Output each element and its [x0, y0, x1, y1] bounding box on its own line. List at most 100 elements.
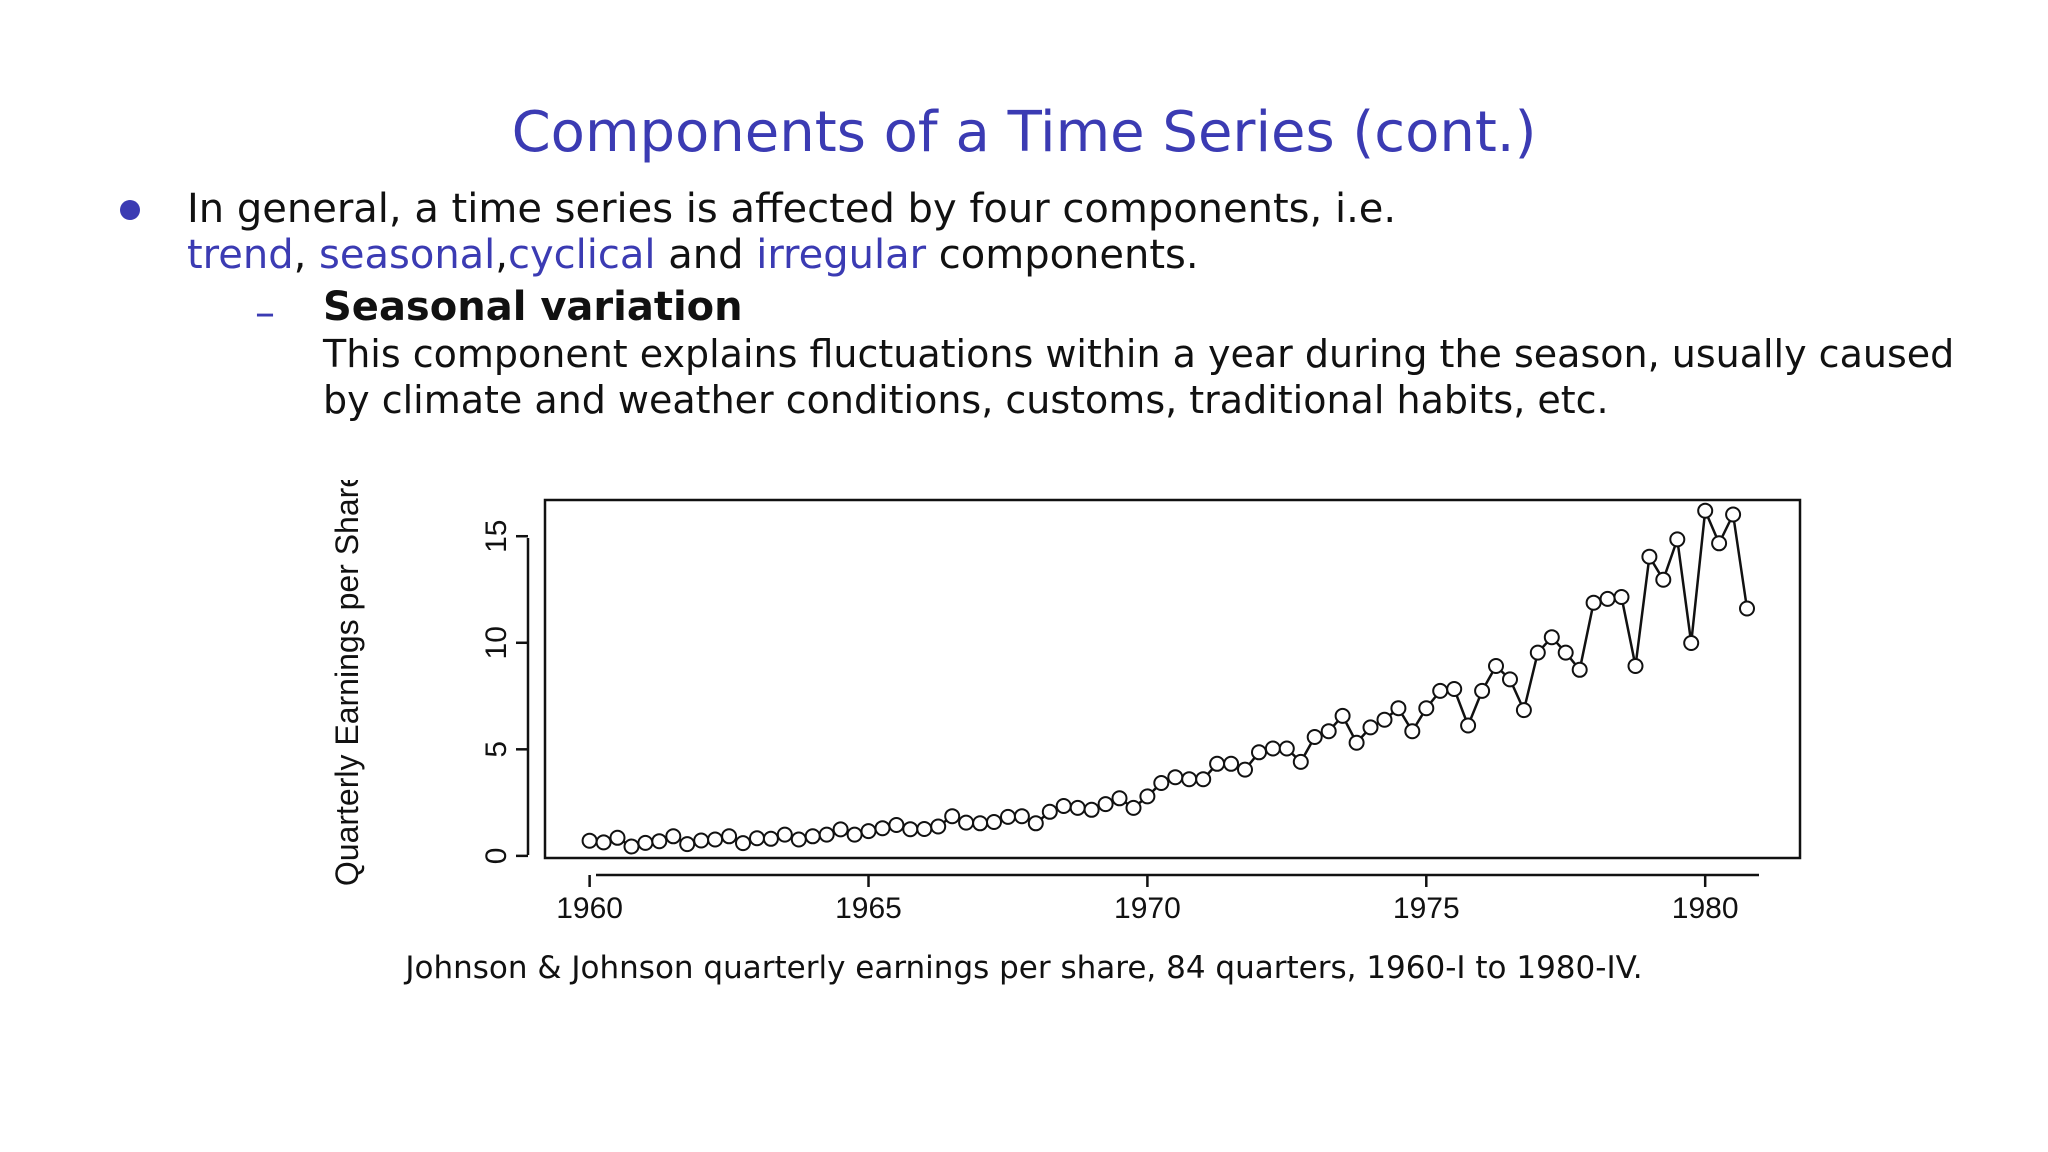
- data-point: [1502, 671, 1518, 688]
- data-point: [986, 814, 1002, 830]
- data-point: [1278, 740, 1295, 757]
- data-point: [721, 828, 738, 845]
- sub-heading: Seasonal variation: [323, 284, 743, 330]
- data-point: [651, 833, 668, 850]
- data-point: [1320, 723, 1337, 740]
- data-point: [581, 832, 598, 849]
- data-point: [944, 808, 961, 825]
- chart-caption: Johnson & Johnson quarterly earnings per…: [405, 950, 1643, 986]
- term-cyclical: cyclical: [508, 232, 656, 278]
- data-point: [818, 826, 835, 843]
- data-point: [1195, 771, 1212, 788]
- data-point: [1739, 600, 1755, 617]
- data-point: [1390, 700, 1407, 717]
- bullet-dot-icon: [120, 200, 140, 220]
- x-tick-label: 1960: [556, 892, 623, 925]
- data-point: [749, 830, 765, 847]
- data-point: [1181, 771, 1198, 788]
- data-point: [1223, 755, 1240, 772]
- data-point: [1097, 796, 1114, 813]
- sub-bullet-dash-icon: –: [255, 290, 275, 336]
- data-point: [623, 838, 640, 855]
- data-point: [693, 832, 710, 849]
- data-point: [1460, 717, 1477, 734]
- data-point: [902, 821, 919, 838]
- bullet-text: In general, a time series is affected by…: [187, 186, 1967, 278]
- data-point: [860, 823, 877, 840]
- data-point: [888, 817, 905, 833]
- data-point: [1237, 761, 1253, 778]
- data-point: [1599, 590, 1616, 607]
- data-point: [1404, 723, 1421, 740]
- data-point: [1348, 734, 1365, 751]
- data-point: [637, 834, 654, 851]
- term-irregular: irregular: [756, 232, 927, 278]
- data-point: [1571, 661, 1588, 678]
- data-point: [1446, 681, 1463, 697]
- data-point: [1125, 799, 1142, 816]
- data-point: [1055, 798, 1072, 814]
- data-point: [1627, 658, 1644, 674]
- y-tick-label: 5: [480, 741, 513, 758]
- data-point: [1488, 658, 1504, 674]
- data-point: [958, 814, 975, 831]
- data-point: [1069, 799, 1086, 816]
- data-point: [1432, 682, 1449, 699]
- data-point: [735, 835, 751, 852]
- data-point: [1111, 790, 1128, 807]
- series-line: [589, 505, 1749, 848]
- data-point: [665, 828, 682, 845]
- data-point: [776, 826, 793, 843]
- data-point: [1362, 719, 1379, 736]
- data-point: [1529, 644, 1546, 661]
- y-tick-label: 10: [480, 626, 513, 659]
- data-point: [1041, 803, 1058, 820]
- data-point: [1683, 635, 1700, 651]
- data-point: [1251, 744, 1267, 761]
- data-point: [972, 815, 989, 832]
- x-tick-label: 1975: [1393, 892, 1460, 925]
- x-tick-label: 1965: [835, 892, 902, 925]
- data-point: [832, 821, 849, 838]
- data-point: [1376, 711, 1393, 728]
- data-point: [1000, 808, 1016, 825]
- data-point: [1083, 801, 1100, 818]
- data-point: [1641, 548, 1658, 565]
- data-point: [930, 818, 947, 835]
- data-point: [1264, 740, 1281, 757]
- data-point: [1711, 535, 1728, 552]
- data-point: [1209, 755, 1226, 772]
- data-point: [1557, 644, 1574, 661]
- data-point: [1306, 729, 1323, 745]
- data-point: [1167, 769, 1184, 786]
- y-tick-label: 15: [480, 520, 513, 553]
- data-point: [1153, 775, 1170, 791]
- data-point: [595, 834, 612, 851]
- data-point: [762, 830, 779, 847]
- bullet-intro: In general, a time series is affected by…: [187, 186, 1397, 232]
- y-axis-label: Quarterly Earnings per Share: [329, 480, 365, 886]
- data-point: [804, 828, 821, 845]
- data-point: [609, 829, 626, 846]
- plot-frame: [543, 498, 1802, 860]
- data-point: [1418, 700, 1435, 717]
- data-point: [874, 820, 891, 837]
- data-point: [707, 831, 724, 848]
- data-point: [1515, 702, 1532, 719]
- separator-1: ,: [293, 232, 320, 278]
- data-point: [1013, 808, 1030, 825]
- data-point: [1292, 753, 1309, 770]
- slide-title: Components of a Time Series (cont.): [511, 100, 1537, 165]
- bullet-tail: components.: [926, 232, 1199, 278]
- earnings-chart: 1960 1965 1970 1975 1980 0 5 10 15 Quarterly Ea…: [329, 480, 1802, 925]
- x-tick-label: 1970: [1114, 892, 1181, 925]
- sub-body-text: This component explains fluctuations wit…: [323, 332, 1955, 422]
- data-point: [1613, 589, 1630, 605]
- term-seasonal: seasonal: [319, 232, 496, 278]
- y-tick-label: 0: [480, 848, 513, 865]
- data-point: [1543, 629, 1560, 646]
- data-point: [1585, 594, 1602, 611]
- data-point: [1725, 506, 1742, 523]
- separator-2: ,: [495, 232, 509, 278]
- data-point: [1139, 788, 1156, 805]
